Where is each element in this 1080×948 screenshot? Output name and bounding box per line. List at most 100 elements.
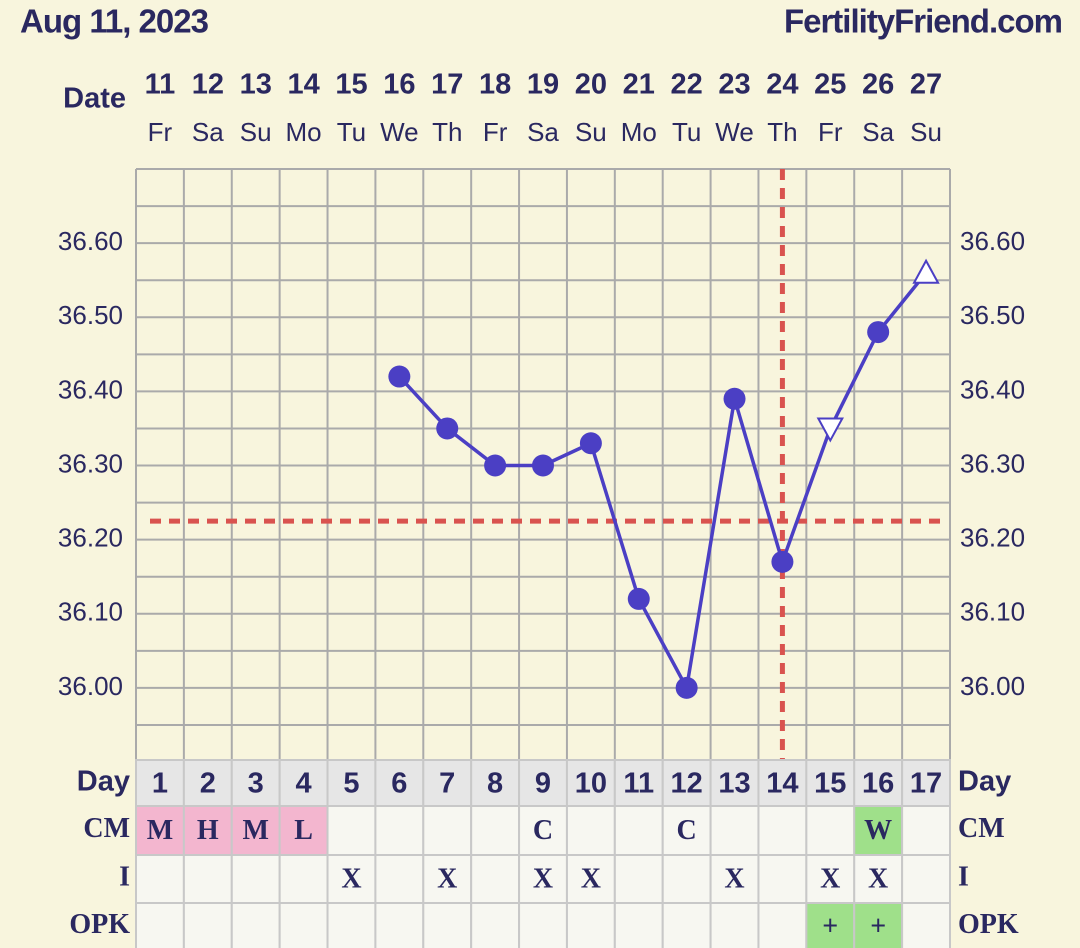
cell-value: X: [868, 863, 888, 894]
table-cell: [709, 902, 760, 948]
table-cell: [757, 854, 808, 904]
weekday-label: We: [715, 117, 754, 147]
table-cell: [565, 902, 616, 948]
cell-value: X: [437, 863, 457, 894]
table-cell: [374, 854, 425, 904]
table-cell: [326, 902, 377, 948]
chart-title: Aug 11, 2023: [20, 3, 209, 40]
cycle-day: 8: [487, 768, 503, 800]
cell-value: M: [242, 815, 268, 846]
cell-value: X: [820, 863, 840, 894]
date-label: 12: [192, 69, 224, 101]
table-cell: [518, 854, 568, 904]
y-tick-label: 36.20: [58, 523, 123, 553]
cycle-day: 17: [910, 768, 942, 800]
table-cell: [278, 902, 329, 948]
cell-value: L: [294, 815, 313, 846]
table-cell: [278, 854, 329, 904]
table-cell: [470, 805, 521, 856]
weekday-label: Mo: [621, 117, 657, 147]
temperature-point: [816, 417, 844, 443]
weekday-label: Su: [575, 117, 607, 147]
table-cell: [613, 805, 664, 856]
table-cell: [230, 805, 281, 856]
y-tick-label: 36.60: [58, 226, 123, 256]
table-cell: [757, 902, 808, 948]
table-cell: [422, 805, 473, 856]
y-tick-label-right: 36.10: [960, 597, 1025, 627]
table-cell: [901, 805, 952, 856]
temperature-point: [771, 550, 794, 573]
table-cell: [709, 854, 760, 904]
table-cell: [757, 805, 808, 856]
weekday-label: Fr: [818, 117, 843, 147]
weekday-label: Th: [767, 117, 797, 147]
date-label: 19: [527, 69, 559, 101]
cycle-day: 4: [296, 768, 312, 800]
date-label: 23: [718, 69, 750, 101]
y-tick-label-right: 36.00: [960, 671, 1025, 701]
date-label: 17: [431, 69, 463, 101]
cell-value: C: [533, 815, 553, 846]
table-cell: [805, 805, 856, 856]
cell-value: X: [341, 863, 361, 894]
cycle-day: 11: [623, 768, 654, 800]
weekday-label: Sa: [527, 117, 559, 147]
table-cell: [230, 854, 281, 904]
cycle-day: 15: [814, 768, 846, 800]
y-tick-label: 36.50: [58, 300, 123, 330]
cycle-day: 13: [718, 768, 750, 800]
cycle-day: 7: [439, 768, 455, 800]
date-label: 15: [335, 69, 367, 101]
date-label: 11: [145, 69, 176, 101]
date-label: 27: [910, 69, 942, 101]
table-cell: [182, 854, 233, 904]
cycle-day: 1: [152, 768, 168, 800]
cell-value: C: [677, 815, 697, 846]
cell-value: +: [870, 911, 886, 942]
table-cell: [901, 902, 952, 948]
y-tick-label: 36.30: [58, 448, 123, 478]
weekday-label: Sa: [192, 117, 224, 147]
row-label-right: Day: [958, 766, 1011, 798]
weekday-label: Sa: [862, 117, 894, 147]
weekday-label: Su: [910, 117, 942, 147]
cycle-day: 10: [575, 768, 607, 800]
table-cell: [565, 805, 616, 856]
table-cell: [135, 854, 185, 904]
temperature-point: [627, 587, 650, 610]
table-cell: [901, 854, 952, 904]
table-cell: [230, 759, 281, 807]
cell-value: M: [147, 815, 173, 846]
date-label: 13: [240, 69, 272, 101]
table-cell: [135, 902, 185, 948]
temperature-point: [436, 417, 459, 440]
y-tick-label-right: 36.50: [960, 300, 1025, 330]
temperature-point: [723, 387, 746, 410]
weekday-label: Tu: [337, 117, 366, 147]
y-tick-label: 36.00: [58, 671, 123, 701]
cell-value: W: [864, 815, 892, 846]
table-cell: [661, 854, 712, 904]
row-label: OPK: [69, 909, 130, 940]
date-label: 24: [766, 69, 798, 101]
weekday-label: Tu: [672, 117, 701, 147]
table-cell: [182, 805, 233, 856]
y-tick-label: 36.10: [58, 597, 123, 627]
table-cell: [613, 902, 664, 948]
row-label: CM: [83, 813, 130, 844]
table-cell: [661, 902, 712, 948]
weekday-label: Th: [432, 117, 462, 147]
table-cell: [470, 854, 521, 904]
row-label: Day: [77, 766, 130, 798]
date-label: 22: [671, 69, 703, 101]
table-cell: [422, 902, 473, 948]
cycle-day: 12: [671, 768, 703, 800]
x-label: Date: [63, 83, 126, 115]
table-cell: [470, 902, 521, 948]
table-cell: [230, 902, 281, 948]
cell-value: +: [822, 911, 838, 942]
date-label: 16: [383, 69, 415, 101]
weekday-label: Fr: [148, 117, 173, 147]
table-cell: [374, 805, 425, 856]
